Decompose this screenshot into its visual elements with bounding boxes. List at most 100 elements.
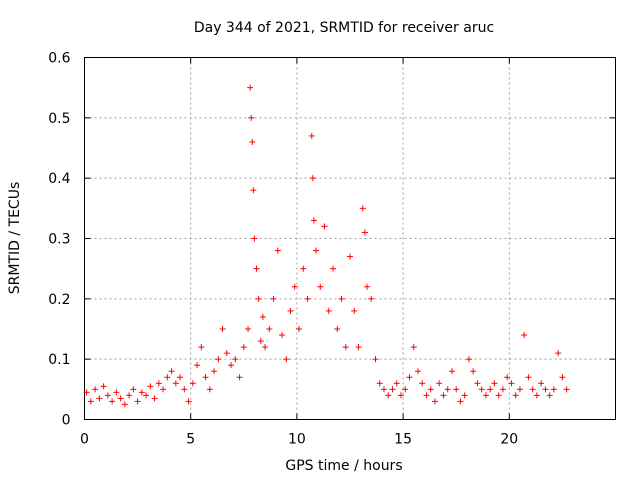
grid [84,57,616,420]
data-point [317,283,324,290]
data-point [92,386,99,393]
data-point [304,295,311,302]
data-point [262,344,269,351]
data-point [215,356,222,363]
data-point [359,205,366,212]
data-point [372,356,379,363]
data-point [563,386,570,393]
data-point [393,380,400,387]
y-tick-label: 0.3 [48,232,70,248]
data-point [185,398,192,405]
data-point [487,386,494,393]
data-point [287,307,294,314]
x-axis-label: GPS time / hours [285,458,402,474]
data-point [389,386,396,393]
x-tick-label: 5 [186,432,195,448]
data-point [559,374,566,381]
data-point [250,187,257,194]
data-point [219,326,226,332]
data-point [143,392,150,399]
x-tick-label: 20 [500,432,518,448]
data-point [525,374,532,381]
data-point [130,386,137,393]
data-point [361,229,368,236]
data-point [313,247,320,254]
data-point [444,386,451,393]
data-point [266,326,273,332]
y-tick-label: 0.6 [48,51,70,67]
data-point [457,398,464,405]
data-point [533,392,540,399]
data-point [474,380,481,387]
data-point [470,368,477,375]
data-point [478,386,485,393]
data-point [550,386,557,393]
data-point [309,175,316,182]
data-point [516,386,523,393]
data-point [249,138,256,145]
data-point [431,398,438,405]
data-point [83,389,90,396]
y-tick-label: 0.2 [48,292,70,308]
data-point [138,389,145,396]
data-point [330,265,337,272]
data-point [538,380,545,387]
data-point [96,395,103,402]
data-point [410,344,417,351]
data-point [385,392,392,399]
data-point [117,395,124,402]
data-point [448,368,455,375]
data-point [419,380,426,387]
data-point [168,368,175,375]
data-point [508,380,515,387]
data-point [512,392,519,399]
data-point [325,307,332,314]
axis-ticks: 0 5 10 15 20 0 0.1 0.2 0.3 0.4 0.5 0.6 [48,51,616,448]
data-point [113,389,120,396]
data-point [427,386,434,393]
data-point [461,392,468,399]
data-point [347,253,353,260]
data-point [368,295,375,302]
data-point [151,395,158,402]
y-tick-label: 0.1 [48,352,70,368]
data-point [363,283,370,290]
data-point [504,374,511,381]
data-point [376,380,383,387]
data-point [555,350,562,357]
data-point [499,386,506,393]
y-tick-label: 0 [62,413,71,429]
chart-title: Day 344 of 2021, SRMTID for receiver aru… [194,20,494,36]
data-point [440,392,447,399]
data-point [270,295,277,302]
y-tick-label: 0.4 [48,171,70,187]
data-point [198,344,205,351]
data-point [406,374,413,381]
data-point [245,326,252,332]
data-point [321,223,328,230]
data-point [232,356,239,363]
data-point [255,295,262,302]
data-point [423,392,430,399]
y-axis-label: SRMTID / TECUs [7,182,23,295]
data-point [491,380,498,387]
data-point [291,283,298,290]
data-point [155,380,162,387]
data-point [121,401,128,408]
data-point [228,362,235,369]
data-point [283,356,290,363]
data-point [134,398,141,405]
data-point [253,265,260,272]
data-point [251,235,258,242]
data-point [355,344,362,351]
data-point [211,368,218,375]
data-point [109,398,116,405]
data-point [542,386,549,393]
data-point [274,247,281,254]
data-point [223,350,230,357]
data-point [351,307,358,314]
data-point [296,326,303,332]
x-tick-label: 15 [394,432,412,448]
data-point [236,374,243,381]
